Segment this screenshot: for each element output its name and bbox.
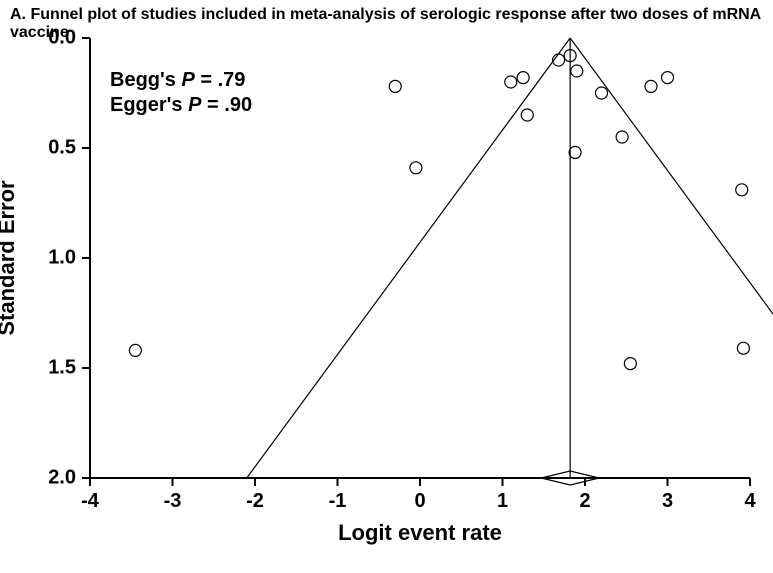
x-tick-label: 4 [744, 490, 755, 513]
x-tick-label: 0 [414, 490, 425, 513]
egger-p-italic: P [188, 94, 201, 116]
plot-wrap: Begg's P = .79 Egger's P = .90 Standard … [0, 28, 773, 573]
x-tick-label: -1 [329, 490, 347, 513]
x-tick-label: -2 [246, 490, 264, 513]
egger-line: Egger's P = .90 [110, 93, 252, 118]
y-tick-label: 2.0 [32, 467, 76, 490]
y-tick-label: 1.0 [32, 247, 76, 270]
x-tick-label: 3 [662, 490, 673, 513]
begg-line: Begg's P = .79 [110, 68, 252, 93]
x-axis-label: Logit event rate [338, 520, 502, 546]
y-tick-label: 0.5 [32, 137, 76, 160]
egger-prefix: Egger's [110, 94, 188, 116]
y-axis-label: Standard Error [0, 180, 20, 335]
x-tick-label: -4 [81, 490, 99, 513]
begg-prefix: Begg's [110, 69, 181, 91]
begg-rest: = .79 [195, 69, 246, 91]
chart-container: A. Funnel plot of studies included in me… [0, 0, 773, 573]
x-tick-label: 1 [497, 490, 508, 513]
begg-p-italic: P [181, 69, 194, 91]
y-tick-label: 1.5 [32, 357, 76, 380]
y-tick-label: 0.0 [32, 27, 76, 50]
stats-box: Begg's P = .79 Egger's P = .90 [110, 68, 252, 118]
egger-rest: = .90 [201, 94, 252, 116]
x-tick-label: 2 [579, 490, 590, 513]
x-tick-label: -3 [164, 490, 182, 513]
